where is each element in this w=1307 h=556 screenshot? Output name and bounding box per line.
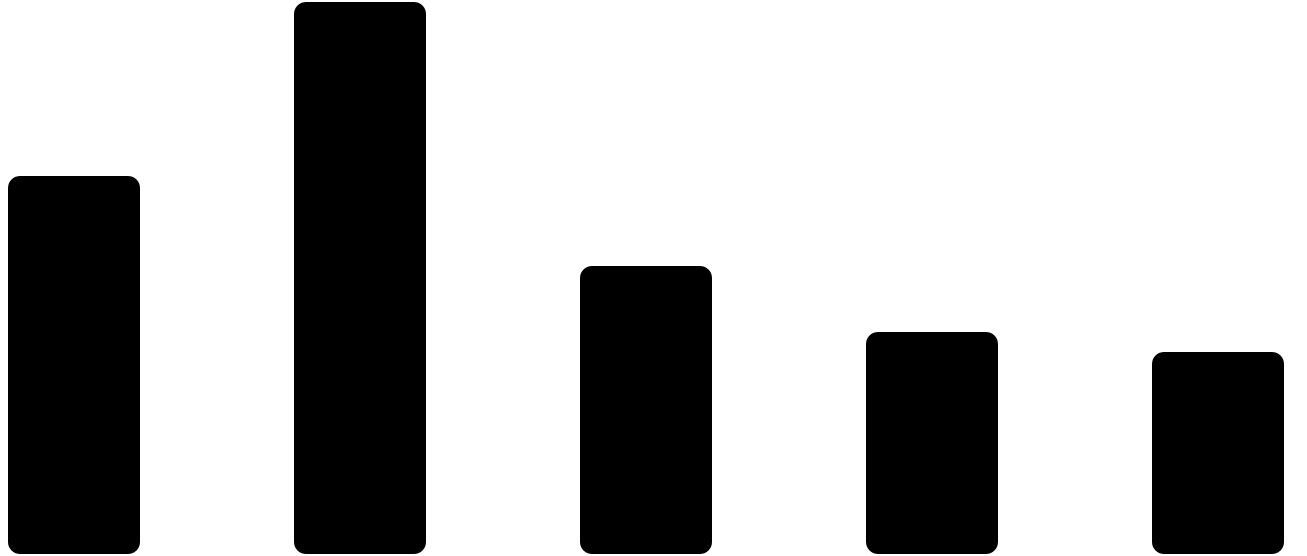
bar-chart (0, 0, 1307, 556)
bar-3 (580, 266, 712, 554)
bar-5 (1152, 352, 1284, 554)
bar-2 (294, 2, 426, 554)
bar-1 (8, 176, 140, 554)
bar-4 (866, 332, 998, 554)
